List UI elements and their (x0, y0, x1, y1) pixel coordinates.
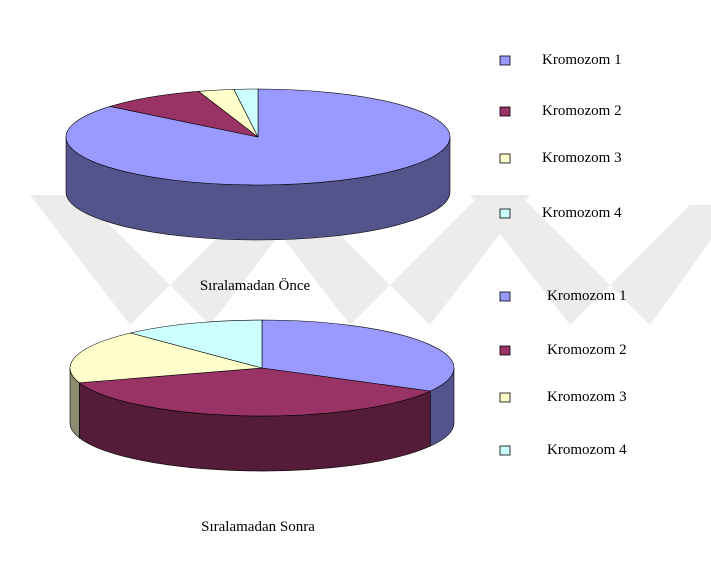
legend-label-2: Kromozom 2 (547, 342, 627, 358)
legend-swatch-4 (499, 445, 511, 456)
watermark-chevron (30, 195, 170, 325)
legend-label-1: Kromozom 1 (547, 288, 627, 304)
pie-slice-2 (78, 367, 432, 417)
legend-label-1: Kromozom 1 (542, 52, 622, 68)
legend-swatch-4 (499, 208, 511, 219)
pie-slice-2 (109, 91, 259, 138)
pie-slice-3 (69, 332, 263, 384)
legend-after: Kromozom 1 Kromozom 2 Kromozom 3 Kromozom 4 (499, 288, 627, 458)
legend-swatch-3 (499, 392, 511, 403)
legend-swatch-1 (499, 291, 511, 302)
chart-title-after: Sıralamadan Sonra (201, 519, 315, 535)
legend-label-3: Kromozom 3 (547, 389, 627, 405)
watermark-chevron (470, 195, 610, 325)
legend-label-3: Kromozom 3 (542, 150, 622, 166)
chart-title-before: Sıralamadan Önce (200, 277, 311, 294)
legend-label-4: Kromozom 4 (547, 442, 627, 458)
legend-label-4: Kromozom 4 (542, 205, 622, 221)
pie-tops (65, 88, 451, 186)
legend-swatch-2 (499, 106, 511, 117)
watermark-chevron (610, 205, 711, 325)
legend-before: Kromozom 1 Kromozom 2 Kromozom 3 Kromozom 4 (499, 52, 622, 221)
pie-slice-4 (233, 88, 259, 138)
legend-label-2: Kromozom 2 (542, 103, 622, 119)
pie-tops (69, 319, 455, 417)
pie-slice-4 (130, 319, 263, 369)
legend-swatch-1 (499, 55, 511, 66)
legend-swatch-2 (499, 345, 511, 356)
legend-swatch-3 (499, 153, 511, 164)
pie-slice-1 (261, 319, 455, 392)
